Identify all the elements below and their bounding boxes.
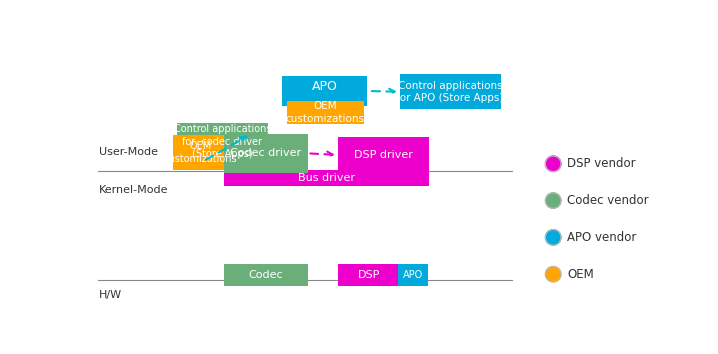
Circle shape <box>546 193 561 208</box>
Text: Control applications
for  codec driver
(Store Apps): Control applications for codec driver (S… <box>174 124 271 159</box>
Text: Bus driver: Bus driver <box>298 173 355 183</box>
Text: DSP: DSP <box>358 270 380 280</box>
Bar <box>224 264 307 286</box>
Bar <box>400 74 500 109</box>
Text: DSP driver: DSP driver <box>354 150 413 160</box>
Bar <box>177 122 268 161</box>
Text: OEM: OEM <box>567 268 594 281</box>
Text: Codec: Codec <box>248 270 283 280</box>
Bar <box>224 170 429 186</box>
Text: Codec driver: Codec driver <box>230 148 302 158</box>
Text: APO vendor: APO vendor <box>567 231 637 244</box>
Text: User-Mode: User-Mode <box>99 147 158 156</box>
Bar <box>174 135 228 170</box>
Text: OEM
customizations: OEM customizations <box>286 101 365 124</box>
Text: APO: APO <box>312 80 337 93</box>
Circle shape <box>546 267 561 282</box>
Bar <box>286 101 364 124</box>
Bar <box>337 264 400 286</box>
Bar <box>282 76 367 105</box>
Text: OEM
customizations: OEM customizations <box>164 141 238 164</box>
Text: Codec vendor: Codec vendor <box>567 194 649 207</box>
Bar <box>398 264 428 286</box>
Circle shape <box>546 156 561 171</box>
Bar <box>337 137 429 173</box>
Circle shape <box>546 230 561 245</box>
Text: Control applications
for APO (Store Apps): Control applications for APO (Store Apps… <box>396 81 504 103</box>
Text: APO: APO <box>403 270 423 280</box>
Text: Kernel-Mode: Kernel-Mode <box>99 185 169 195</box>
Text: H/W: H/W <box>99 290 122 299</box>
Bar <box>224 134 307 173</box>
Text: DSP vendor: DSP vendor <box>567 157 635 170</box>
